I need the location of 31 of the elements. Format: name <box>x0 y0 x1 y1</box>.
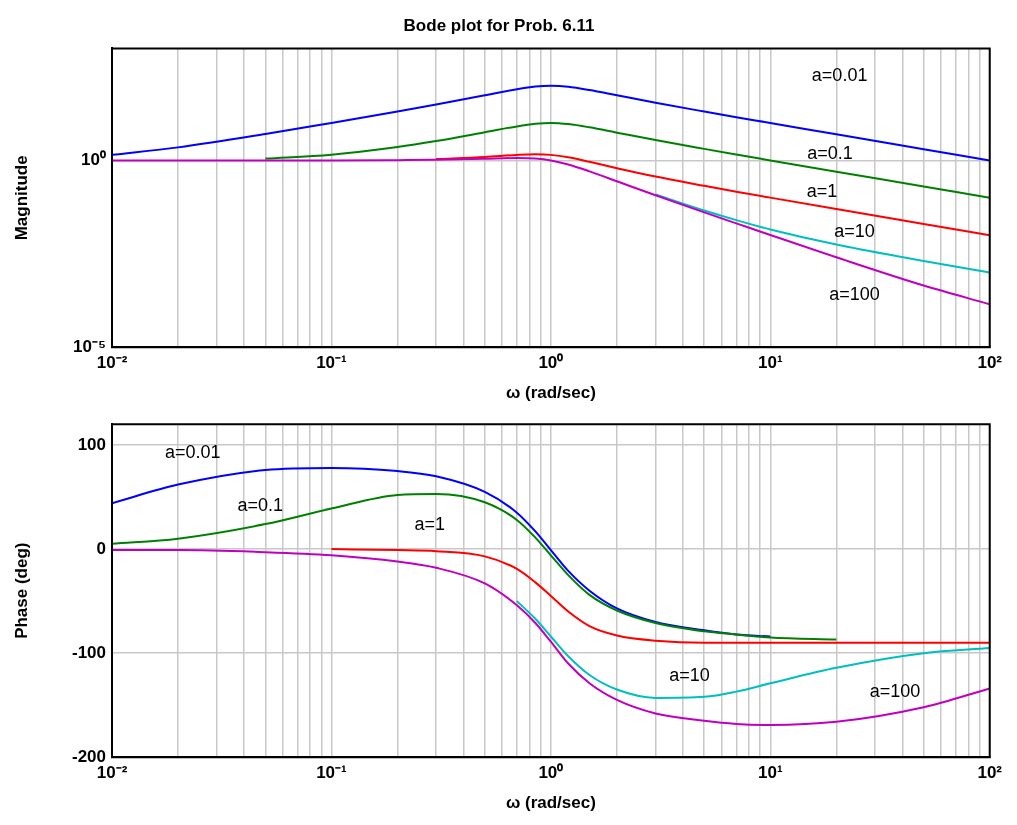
series-label: a=100 <box>869 680 921 701</box>
x-tick-label: 10⁻¹ <box>316 353 348 373</box>
series-label: a=100 <box>829 283 880 304</box>
x-tick-label: 10⁰ <box>538 353 564 373</box>
chart-title: Bode plot for Prob. 6.11 <box>403 15 595 35</box>
series-label: a=10 <box>834 221 875 242</box>
x-tick-label: 10² <box>977 763 1003 783</box>
x-tick-label: 10⁻¹ <box>316 763 348 783</box>
x-axis-title: ω (rad/sec) <box>505 383 596 403</box>
y-tick-label: 10⁻⁵ <box>73 336 106 356</box>
y-axis-title: Phase (deg) <box>11 542 31 639</box>
y-tick-label: 10⁰ <box>81 150 106 170</box>
series-label: a=1 <box>414 514 446 535</box>
x-tick-label: 10⁻² <box>96 763 128 783</box>
y-tick-label: 100 <box>77 434 106 454</box>
y-tick-label: 0 <box>96 538 106 558</box>
x-tick-label: 10⁰ <box>538 763 564 783</box>
text: a=0.01 <box>811 65 868 86</box>
x-tick-label: 10⁻² <box>96 353 128 373</box>
y-tick-label: -200 <box>71 746 106 766</box>
x-axis-title: ω (rad/sec) <box>505 793 596 813</box>
series-label: a=0.1 <box>237 494 284 515</box>
x-tick-label: 10¹ <box>758 763 783 783</box>
series-label: a=10 <box>669 664 710 685</box>
series-label: a=1 <box>806 180 838 201</box>
y-tick-label: -100 <box>71 642 106 662</box>
series-label: a=0.01 <box>164 441 221 462</box>
series-label: a=0.1 <box>807 143 853 164</box>
y-axis-title: Magnitude <box>11 155 31 241</box>
x-tick-label: 10¹ <box>758 353 783 373</box>
x-tick-label: 10² <box>977 353 1003 373</box>
